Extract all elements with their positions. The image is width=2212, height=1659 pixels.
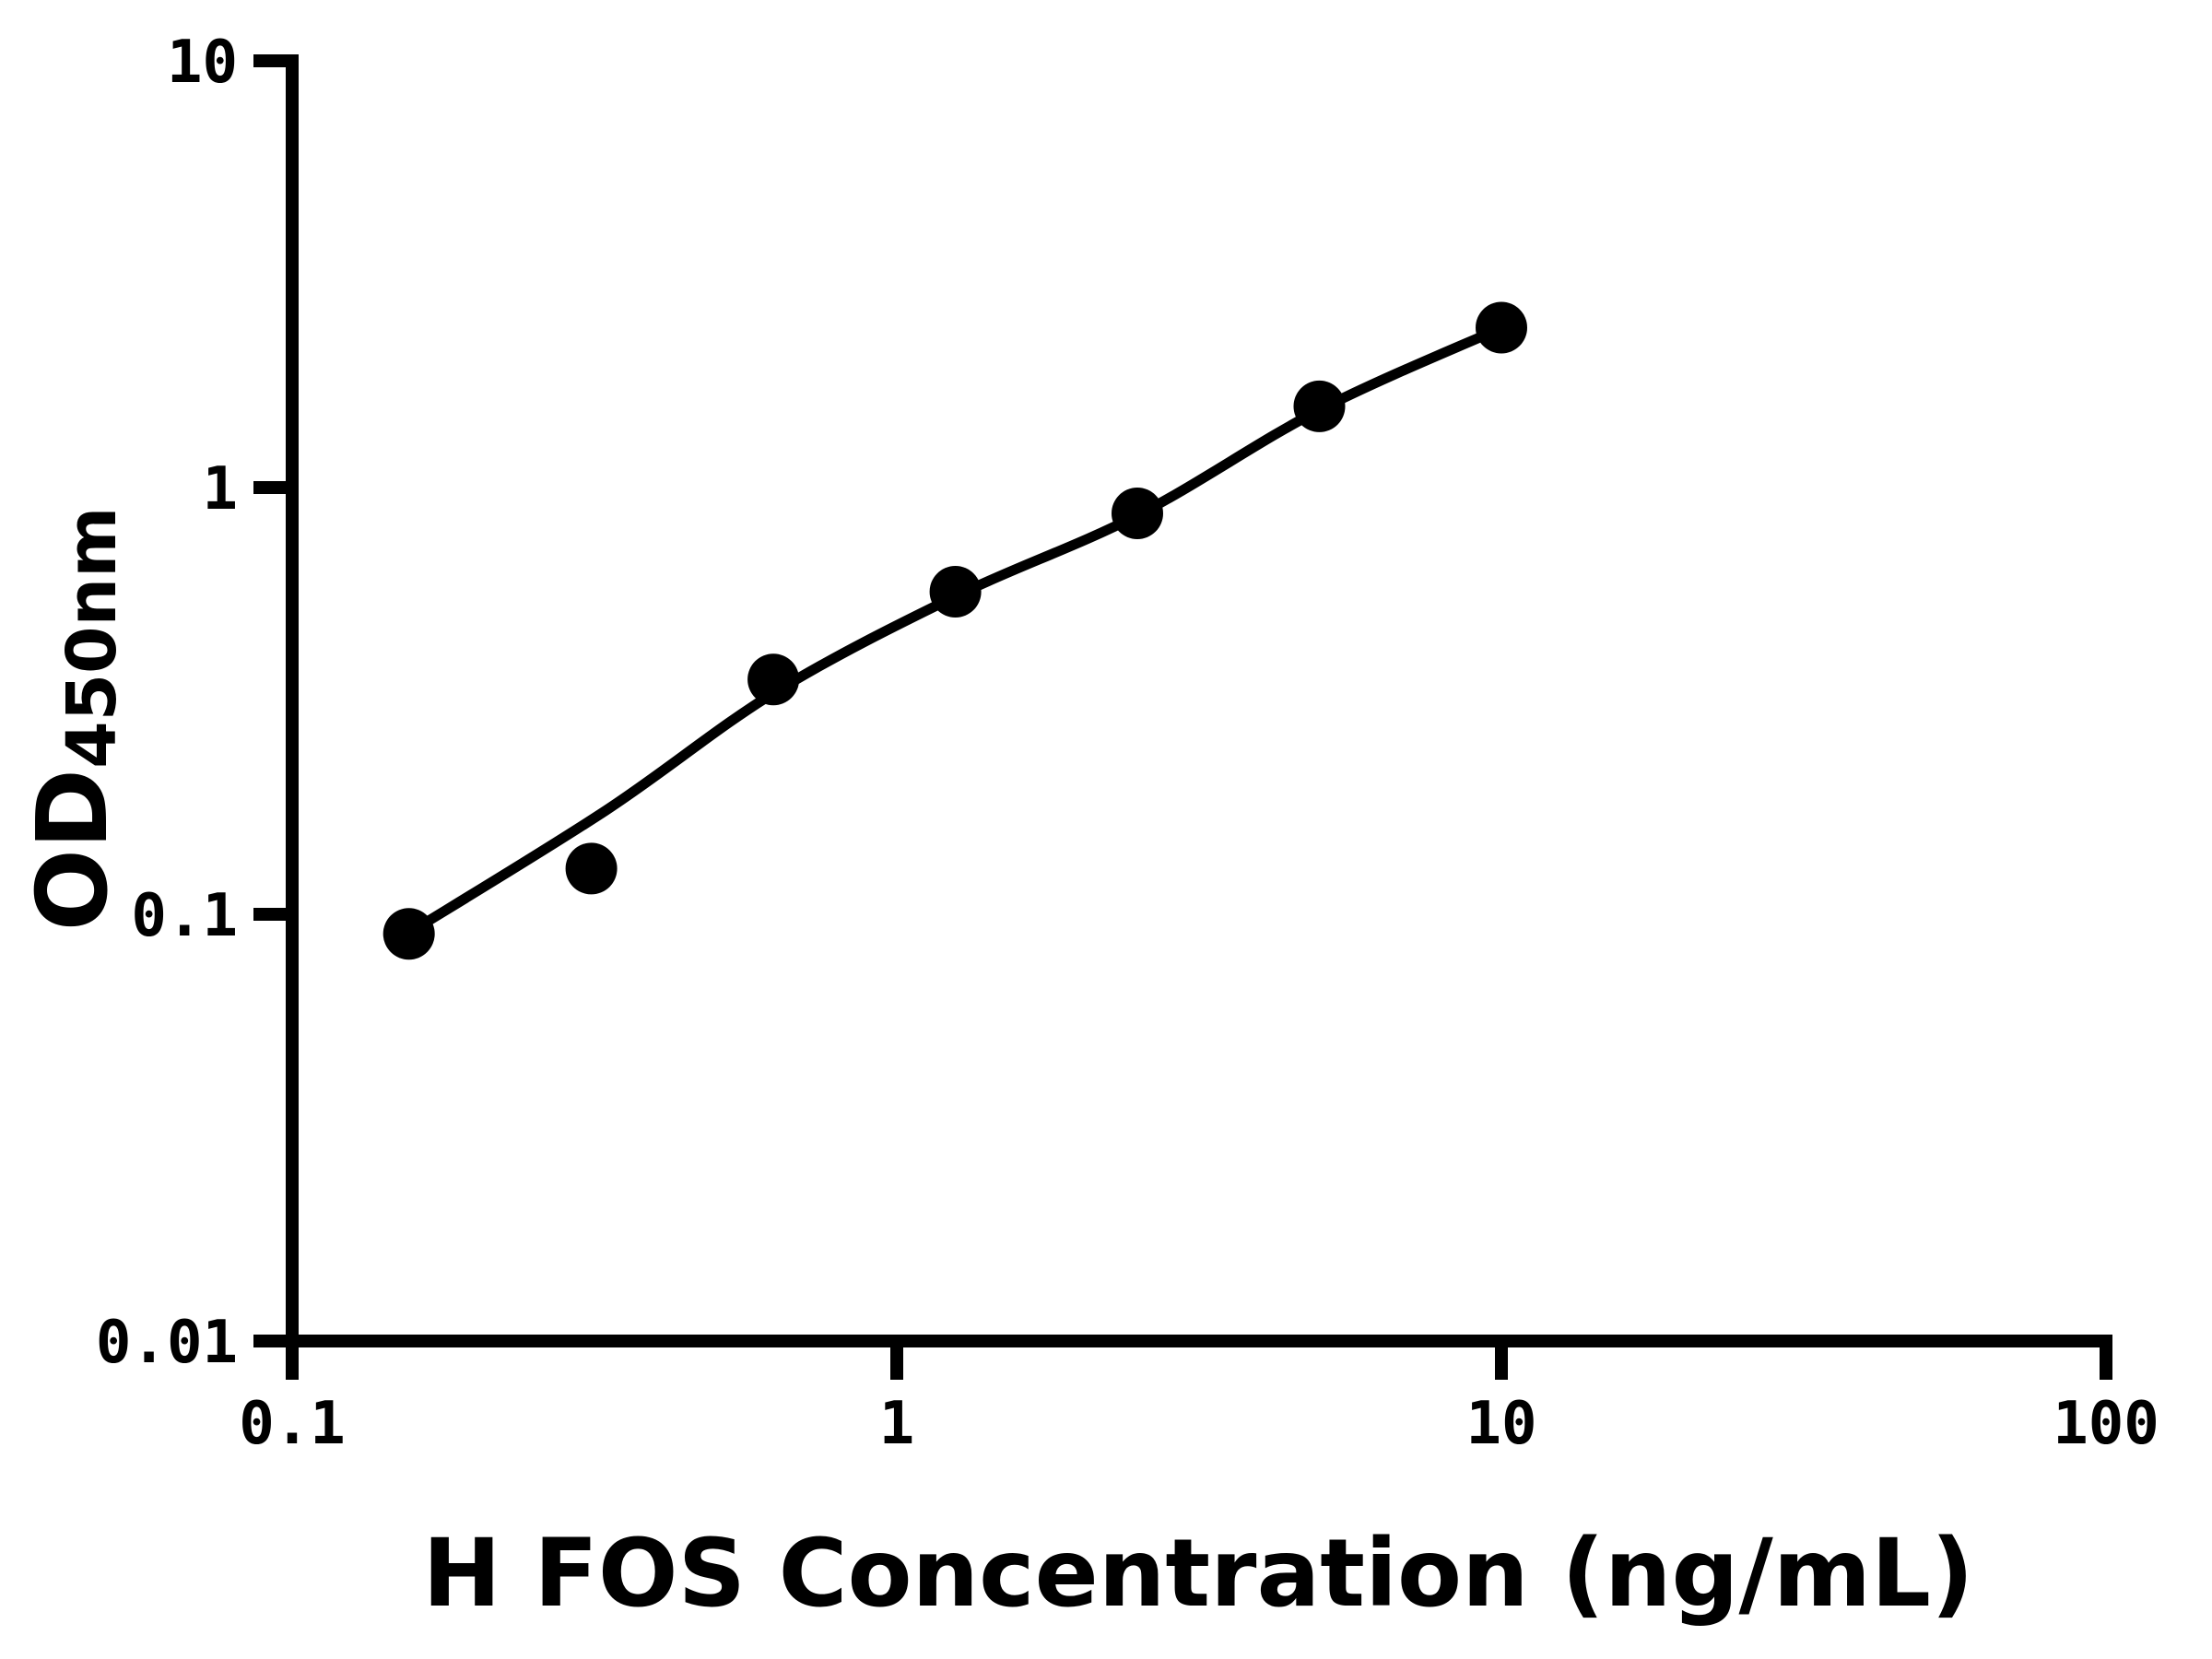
x-tick-label: 100 bbox=[2053, 1390, 2159, 1458]
y-axis-title: OD450nm bbox=[17, 507, 132, 932]
y-tick-label: 10 bbox=[167, 29, 238, 97]
y-tick-mark bbox=[253, 1335, 299, 1347]
y-axis-line bbox=[286, 57, 299, 1347]
data-point-marker bbox=[747, 653, 800, 706]
x-axis-title: H FOS Concentration (ng/mL) bbox=[422, 1519, 1973, 1629]
x-tick-mark bbox=[890, 1335, 903, 1380]
y-tick-label: 0.1 bbox=[131, 882, 238, 950]
data-series bbox=[382, 301, 1527, 960]
y-tick-label: 0.01 bbox=[96, 1309, 238, 1377]
y-axis-ticks: 0.01 0.1 1 10 bbox=[96, 29, 299, 1377]
y-tick-label: 1 bbox=[202, 455, 238, 524]
data-point-marker bbox=[1293, 380, 1346, 432]
data-point-marker bbox=[929, 566, 982, 618]
x-axis-ticks: 0.1 1 10 100 bbox=[239, 1335, 2159, 1458]
data-point-marker bbox=[1112, 488, 1163, 539]
y-tick-mark bbox=[253, 481, 299, 494]
x-tick-label: 1 bbox=[879, 1390, 915, 1458]
x-tick-mark bbox=[1495, 1335, 1508, 1380]
data-point-marker bbox=[382, 908, 435, 960]
data-point-marker bbox=[1476, 301, 1527, 354]
y-axis-title-main: OD bbox=[17, 769, 129, 931]
axes bbox=[286, 57, 2112, 1347]
y-tick-mark bbox=[253, 54, 299, 67]
x-tick-mark bbox=[2100, 1335, 2112, 1380]
y-tick-mark bbox=[253, 908, 299, 921]
x-tick-label: 0.1 bbox=[239, 1390, 346, 1458]
data-point-marker bbox=[565, 842, 618, 895]
x-axis-line bbox=[286, 1335, 2112, 1347]
y-axis-title-sub: 450nm bbox=[53, 507, 132, 769]
x-tick-label: 10 bbox=[1465, 1390, 1536, 1458]
